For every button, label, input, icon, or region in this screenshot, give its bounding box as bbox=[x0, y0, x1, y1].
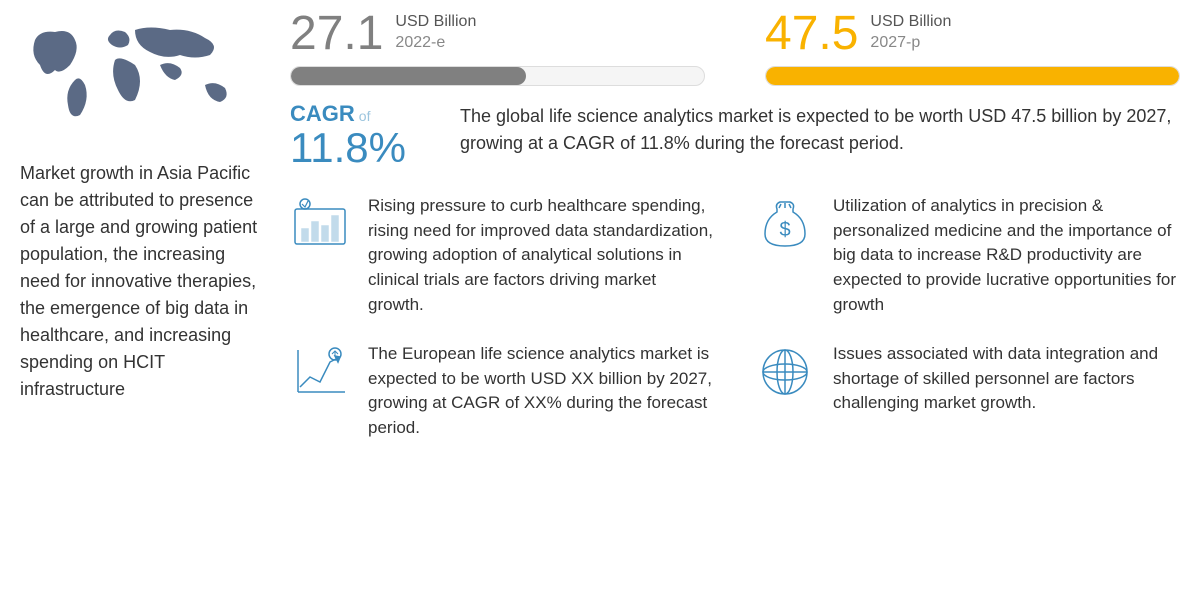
money-bag-icon: $ bbox=[755, 194, 815, 254]
insight-text: The European life science analytics mark… bbox=[368, 342, 715, 441]
cagr-description: The global life science analytics market… bbox=[460, 101, 1180, 169]
asia-pacific-text: Market growth in Asia Pacific can be att… bbox=[20, 160, 260, 403]
progress-track-2027 bbox=[765, 66, 1180, 86]
progress-track-2022 bbox=[290, 66, 705, 86]
stat-year: 2027-p bbox=[870, 33, 951, 54]
insights-grid: Rising pressure to curb healthcare spend… bbox=[290, 194, 1180, 441]
stat-2022: 27.1 USD Billion 2022-e bbox=[290, 10, 705, 86]
chart-analytics-icon bbox=[290, 194, 350, 254]
infographic-container: Market growth in Asia Pacific can be att… bbox=[0, 0, 1200, 600]
main-column: 27.1 USD Billion 2022-e 47.5 USD Billion… bbox=[290, 10, 1180, 590]
stat-unit: USD Billion bbox=[870, 12, 951, 33]
progress-fill-2022 bbox=[291, 67, 526, 85]
insight-opportunities: $ Utilization of analytics in precision … bbox=[755, 194, 1180, 317]
insight-text: Rising pressure to curb healthcare spend… bbox=[368, 194, 715, 317]
insight-text: Utilization of analytics in precision & … bbox=[833, 194, 1180, 317]
left-column: Market growth in Asia Pacific can be att… bbox=[20, 10, 290, 590]
stat-unit: USD Billion bbox=[395, 12, 476, 33]
stat-2027: 47.5 USD Billion 2027-p bbox=[765, 10, 1180, 86]
trend-up-icon bbox=[290, 342, 350, 402]
globe-icon bbox=[755, 342, 815, 402]
insight-drivers: Rising pressure to curb healthcare spend… bbox=[290, 194, 715, 317]
cagr-block: CAGRof 11.8% bbox=[290, 101, 430, 169]
top-stats-row: 27.1 USD Billion 2022-e 47.5 USD Billion… bbox=[290, 10, 1180, 86]
insight-text: Issues associated with data integration … bbox=[833, 342, 1180, 441]
insight-challenges: Issues associated with data integration … bbox=[755, 342, 1180, 441]
progress-fill-2027 bbox=[766, 67, 1179, 85]
stat-year: 2022-e bbox=[395, 33, 476, 54]
insight-europe: The European life science analytics mark… bbox=[290, 342, 715, 441]
world-map-icon bbox=[20, 10, 240, 130]
svg-text:$: $ bbox=[779, 219, 790, 241]
cagr-value: 11.8% bbox=[290, 127, 430, 169]
stat-value-2022: 27.1 bbox=[290, 10, 383, 58]
cagr-row: CAGRof 11.8% The global life science ana… bbox=[290, 101, 1180, 169]
stat-value-2027: 47.5 bbox=[765, 10, 858, 58]
